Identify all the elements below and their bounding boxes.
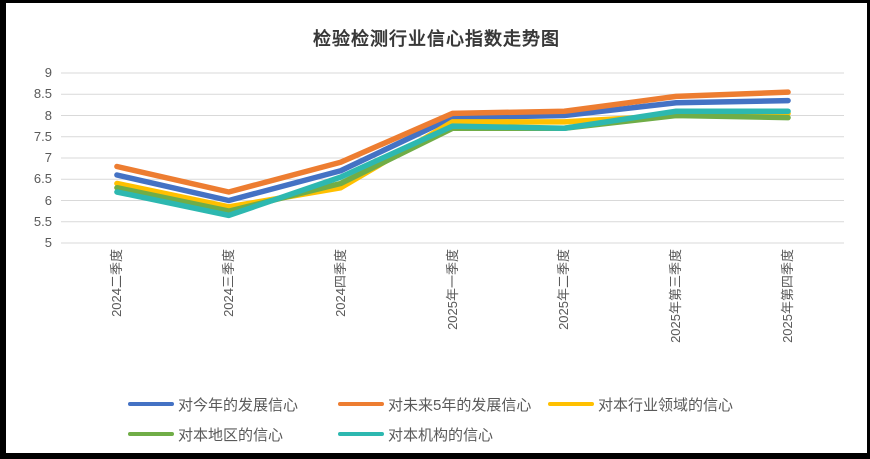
legend-item: 对本地区的信心 (128, 419, 338, 449)
legend-line-swatch (128, 402, 174, 406)
legend-line-swatch (548, 402, 594, 406)
y-tick-label: 7 (44, 150, 52, 165)
chart-title: 检验检测行业信心指数走势图 (313, 29, 560, 50)
y-tick-label: 5 (44, 235, 52, 250)
x-axis-label: 2025年二季度 (556, 249, 572, 330)
legend-item: 对未来5年的发展信心 (338, 389, 548, 419)
series-line-0 (114, 97, 791, 204)
legend: 对今年的发展信心 对未来5年的发展信心 对本行业领域的信心对本地区的信心 对本机构的信… (128, 389, 808, 449)
y-tick-label: 6 (44, 192, 52, 208)
legend-line-swatch (338, 432, 384, 436)
legend-line-swatch (338, 402, 384, 406)
legend-label: 对本行业领域的信心 (598, 396, 734, 414)
x-axis-label: 2024二季度 (108, 249, 124, 317)
legend-label: 对本地区的信心 (178, 426, 284, 444)
legend-item: 对本行业领域的信心 (548, 389, 758, 419)
plot-area (61, 72, 844, 244)
y-tick-label: 9 (44, 65, 52, 80)
legend-line-swatch (128, 432, 174, 436)
legend-item: 对今年的发展信心 (128, 389, 338, 419)
x-axis-label: 2024三季度 (220, 249, 236, 317)
legend-item: 对本机构的信心 (338, 419, 548, 449)
legend-label: 对本机构的信心 (388, 426, 494, 444)
y-tick-label: 8 (44, 107, 52, 123)
x-axis-label: 2025年一季度 (444, 249, 460, 330)
x-axis-label: 2024四季度 (332, 249, 348, 317)
x-axis-label: 2025年第三季度 (668, 249, 684, 343)
y-tick-label: 5.5 (33, 213, 52, 229)
y-tick-label: 8.5 (33, 86, 52, 102)
legend-label: 对未来5年的发展信心 (388, 396, 532, 414)
legend-label: 对今年的发展信心 (178, 396, 299, 414)
x-axis-label: 2025年第四季度 (780, 249, 796, 343)
series-line-4 (114, 108, 791, 219)
series-line-1 (114, 89, 791, 195)
y-tick-label: 7.5 (33, 128, 52, 144)
y-tick-label: 6.5 (33, 171, 52, 187)
